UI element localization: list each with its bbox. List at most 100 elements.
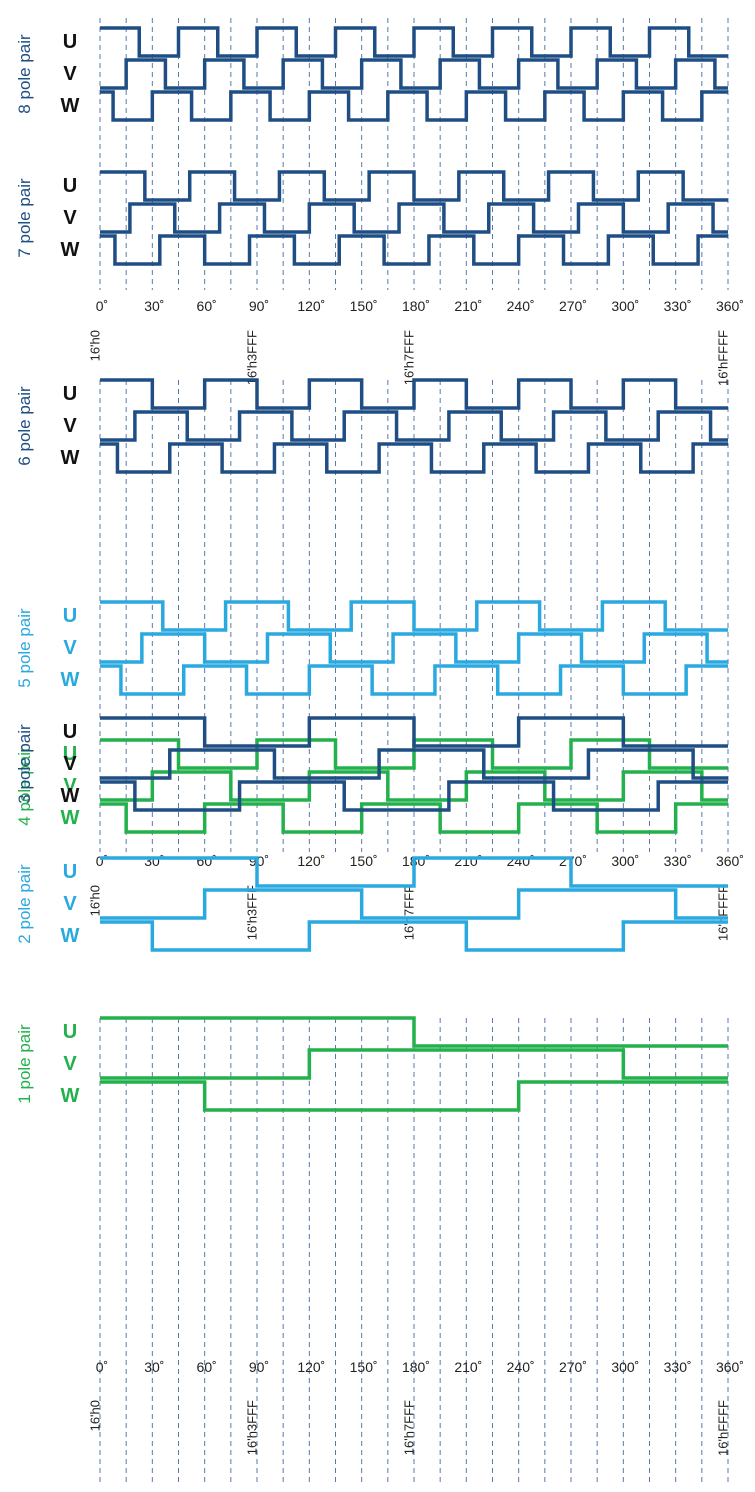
angle-tick-label: 90˚: [249, 298, 269, 314]
phase-label-w: W: [61, 925, 80, 947]
angle-tick-label: 120˚: [297, 853, 325, 869]
grid-lines: [99, 1018, 729, 1484]
phase-label-v: V: [63, 207, 77, 229]
hex-tick-label: 16'hFFFF: [715, 885, 730, 941]
angle-tick-label: 240˚: [507, 853, 535, 869]
phase-label-w: W: [61, 95, 80, 117]
angle-tick-label: 210˚: [454, 298, 482, 314]
phase-label-v: V: [63, 1053, 77, 1075]
grid-lines: [99, 380, 729, 852]
angle-tick-label: 0˚: [96, 298, 108, 314]
pole-pair-label: 8 pole pair: [15, 34, 34, 114]
waveform-w: [100, 780, 728, 812]
angle-tick-label: 270˚: [559, 298, 587, 314]
angle-tick-label: 360˚: [716, 1359, 744, 1375]
pole-pair-group: 1 pole pair UVW: [15, 1016, 728, 1112]
angle-tick-label: 150˚: [350, 298, 378, 314]
angle-axis: 0˚ 30˚ 60˚ 90˚ 120˚ 150˚ 180˚ 210˚ 240˚ 270˚ 300˚ 3…: [96, 1359, 744, 1375]
waveform-v: [100, 748, 728, 780]
waveform-u: [100, 170, 728, 202]
angle-tick-label: 210˚: [454, 853, 482, 869]
hex-tick-label: 16'h3FFF: [244, 1400, 259, 1455]
waveform-v: [100, 770, 728, 802]
pole-pair-label: 6 pole pair: [15, 386, 34, 466]
phase-label-w: W: [61, 669, 80, 691]
angle-tick-label: 60˚: [197, 1359, 217, 1375]
pole-pair-label: 3 pole pair: [15, 724, 34, 804]
pole-pair-group: 7 pole pair UVW: [15, 170, 728, 266]
angle-tick-label: 90˚: [249, 1359, 269, 1375]
hex-tick-label: 16'h3FFF: [244, 330, 259, 385]
angle-tick-label: 330˚: [664, 853, 692, 869]
pole-pair-label: 2 pole pair: [15, 864, 34, 944]
waveform-v: [100, 410, 728, 442]
hex-tick-label: 16'h0: [87, 1400, 102, 1431]
angle-axis: 0˚ 30˚ 60˚ 90˚ 120˚ 150˚ 180˚ 210˚ 240˚ 270˚ 300˚ 3…: [96, 298, 744, 314]
phase-label-v: V: [63, 415, 77, 437]
phase-label-w: W: [61, 807, 80, 829]
pole-pair-label: 4 pole pair: [15, 746, 34, 826]
angle-tick-label: 360˚: [716, 853, 744, 869]
waveform-w: [100, 234, 728, 266]
phase-label-w: W: [61, 239, 80, 261]
angle-tick-label: 180˚: [402, 298, 430, 314]
angle-tick-label: 150˚: [350, 1359, 378, 1375]
angle-tick-label: 0˚: [96, 853, 108, 869]
waveform-u: [100, 716, 728, 748]
angle-tick-label: 300˚: [611, 1359, 639, 1375]
angle-tick-label: 240˚: [507, 1359, 535, 1375]
angle-tick-label: 30˚: [144, 853, 164, 869]
angle-tick-label: 210˚: [454, 1359, 482, 1375]
hex-tick-label: 16'h7FFF: [401, 1400, 416, 1455]
phase-label-v: V: [63, 775, 77, 797]
waveform-u: [100, 26, 728, 58]
phase-label-u: U: [63, 861, 77, 883]
hex-tick-label: 16'h3FFF: [244, 885, 259, 940]
angle-tick-label: 0˚: [96, 1359, 108, 1375]
waveform-v: [100, 632, 728, 664]
waveform-w: [100, 90, 728, 122]
waveform-v: [100, 202, 728, 234]
hex-tick-label: 16'h0: [87, 330, 102, 361]
phase-label-w: W: [61, 1085, 80, 1107]
angle-tick-label: 330˚: [664, 1359, 692, 1375]
angle-tick-label: 330˚: [664, 298, 692, 314]
waveform-u: [100, 600, 728, 632]
waveform-u: [100, 378, 728, 410]
hex-axis: 16'h0 16'h3FFF 16'h7FFF 16'hFFFF: [87, 885, 730, 941]
angle-tick-label: 30˚: [144, 1359, 164, 1375]
angle-tick-label: 150˚: [350, 853, 378, 869]
phase-label-u: U: [63, 31, 77, 53]
phase-label-u: U: [63, 743, 77, 765]
pole-pair-group: 3 pole pair UVW: [15, 716, 728, 812]
angle-tick-label: 300˚: [611, 298, 639, 314]
phase-label-u: U: [63, 383, 77, 405]
angle-tick-label: 90˚: [249, 853, 269, 869]
grid-lines: [99, 18, 729, 290]
angle-tick-label: 120˚: [297, 298, 325, 314]
waveform-v: [100, 58, 728, 90]
waveform-v: [100, 1048, 728, 1080]
phase-label-u: U: [63, 1021, 77, 1043]
phase-label-v: V: [63, 893, 77, 915]
angle-tick-label: 60˚: [197, 298, 217, 314]
hex-tick-label: 16'hFFFF: [715, 330, 730, 386]
hex-tick-label: 16'h7FFF: [401, 885, 416, 940]
angle-tick-label: 270˚: [559, 853, 587, 869]
phase-label-v: V: [63, 63, 77, 85]
angle-tick-label: 180˚: [402, 1359, 430, 1375]
waveform-w: [100, 920, 728, 952]
hex-axis: 16'h0 16'h3FFF 16'h7FFF 16'hFFFF: [87, 330, 730, 386]
pole-pair-group: 5 pole pair UVW: [15, 600, 728, 696]
angle-axis: 0˚ 30˚ 60˚ 90˚ 120˚ 150˚ 180˚ 210˚ 240˚ 270˚ 300˚ 3…: [96, 853, 744, 869]
angle-tick-label: 360˚: [716, 298, 744, 314]
pole-pair-label: 5 pole pair: [15, 608, 34, 688]
angle-tick-label: 120˚: [297, 1359, 325, 1375]
angle-tick-label: 240˚: [507, 298, 535, 314]
pole-pair-group: 2 pole pair UVW: [15, 856, 728, 952]
phase-label-u: U: [63, 721, 77, 743]
